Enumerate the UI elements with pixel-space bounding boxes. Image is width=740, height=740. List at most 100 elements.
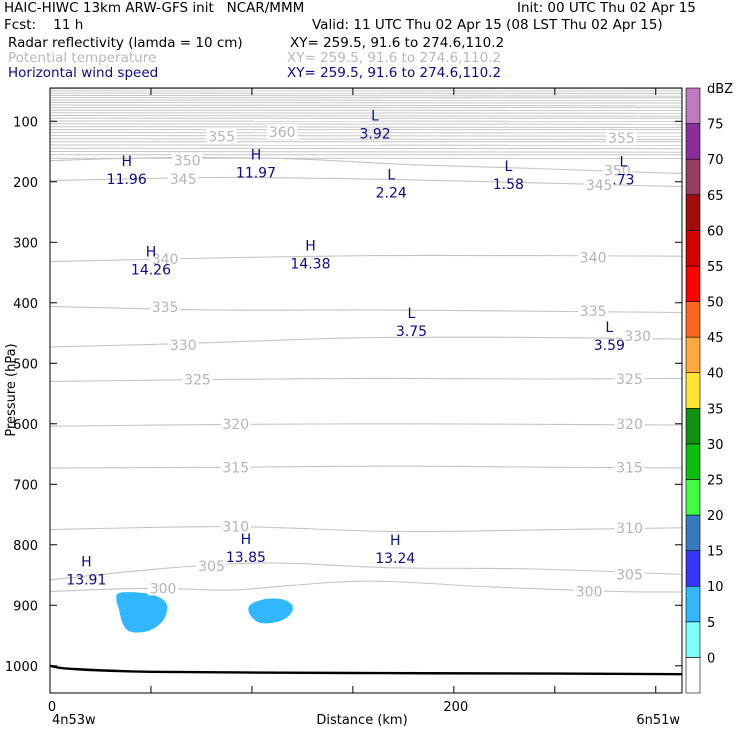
wind-extremum-value: .73 (612, 172, 634, 188)
theta-label: 315 (222, 460, 249, 476)
plot-header: HAIC-HIWC 13km ARW-GFS init NCAR/MMM Ini… (0, 0, 740, 84)
field-xy-theta: XY= 259.5, 91.6 to 274.6,110.2 (287, 50, 502, 66)
colorbar-swatch (685, 265, 701, 302)
theta-label: 335 (152, 300, 179, 316)
colorbar-swatch (685, 87, 701, 124)
theta-label: 330 (170, 338, 197, 354)
field-label-theta: Potential temperature (8, 50, 157, 66)
wind-extremum-value: 1.58 (493, 177, 524, 193)
theta-contour-345 (50, 176, 682, 188)
colorbar-level-label: 40 (707, 367, 724, 382)
field-label-wind: Horizontal wind speed (8, 65, 159, 81)
theta-label: 335 (580, 304, 607, 320)
theta-label-bg (614, 566, 645, 582)
theta-contour-315 (50, 465, 682, 469)
theta-label: 360 (269, 125, 296, 141)
theta-label: 355 (208, 129, 235, 145)
wind-extremum-l-marker: L (620, 154, 628, 170)
theta-label-bg (168, 337, 199, 353)
theta-label-bg (220, 415, 251, 431)
wind-extremum-value: 11.97 (236, 166, 276, 182)
theta-contour-upper (50, 104, 682, 107)
theta-label-bg (168, 170, 199, 186)
theta-label-bg (614, 459, 645, 475)
theta-label: 350 (604, 163, 631, 179)
theta-label-bg (614, 371, 645, 387)
wind-extremum-value: 2.24 (376, 186, 407, 202)
theta-label: 330 (624, 329, 651, 345)
theta-contour-305 (50, 562, 682, 581)
x-tick-label: 0 (48, 700, 56, 715)
colorbar-level-label: 60 (707, 224, 724, 239)
wind-extrema-layer: H 11.96 H 11.97 L 3.92 L 2.24 L 1.58 L .73 H 14.26 H 14… (66, 108, 634, 588)
y-tick-label: 900 (13, 599, 38, 614)
theta-label-bg (150, 251, 181, 267)
theta-label: 320 (616, 417, 643, 433)
plot-frame (49, 87, 683, 694)
theta-label-bg (172, 152, 203, 168)
wind-extremum-h-marker: H (241, 532, 252, 548)
theta-contour-upper (50, 147, 682, 150)
wind-extremum-l-marker: L (371, 108, 379, 124)
colorbar-level-label: 45 (707, 331, 724, 346)
wind-extremum-value: 13.24 (375, 551, 415, 567)
theta-label-bg (622, 328, 653, 344)
colorbar-level-label: 0 (707, 651, 715, 666)
wind-extremum-value: 14.38 (290, 256, 330, 272)
reflectivity-layer (116, 592, 293, 633)
colorbar-level-label: 15 (707, 545, 724, 560)
colorbar-swatch (685, 479, 701, 516)
wind-extremum-h-marker: H (305, 238, 316, 254)
y-tick-label: 1000 (5, 660, 38, 675)
theta-label-bg (602, 162, 633, 178)
theta-contour-310 (50, 526, 682, 533)
theta-label: 320 (222, 417, 249, 433)
theta-label-bg (206, 128, 237, 144)
wind-extremum-value: 11.96 (107, 172, 147, 188)
field-label-reflectivity: Radar reflectivity (lamda = 10 cm) (8, 35, 243, 51)
theta-label-bg (574, 583, 605, 599)
colorbar-swatch (685, 585, 701, 623)
colorbar-level-label: 30 (707, 438, 724, 453)
theta-label-bg (220, 459, 251, 475)
colorbar-level-label: 10 (707, 580, 724, 595)
theta-contour-upper (50, 115, 682, 117)
reflectivity-cell (116, 592, 168, 633)
theta-label: 315 (616, 460, 643, 476)
theta-label-bg (220, 518, 251, 534)
init-time: Init: 00 UTC Thu 02 Apr 15 (517, 0, 696, 16)
theta-label: 300 (150, 581, 177, 597)
colorbar-swatch (685, 336, 701, 374)
theta-label-bg (578, 303, 609, 319)
theta-contour-upper (50, 102, 682, 104)
theta-label-bg (578, 249, 609, 265)
theta-label: 310 (616, 521, 643, 537)
colorbar-title: dBZ (707, 82, 733, 97)
theta-contour-330 (50, 336, 682, 348)
theta-label-bg (606, 130, 637, 146)
theta-contour-upper (50, 123, 682, 125)
wind-extremum-l-marker: L (605, 320, 613, 336)
wind-extremum-value: 3.59 (594, 338, 625, 354)
theta-label: 340 (580, 250, 607, 266)
theta-label-bg (584, 176, 615, 192)
theta-label-bg (148, 580, 179, 596)
theta-label-bg (614, 519, 645, 535)
colorbar-swatch (685, 621, 701, 658)
colorbar-level-label: 50 (707, 296, 724, 311)
colorbar-level-label: 20 (707, 509, 724, 524)
y-tick-label: 100 (13, 115, 38, 130)
y-tick-label: 500 (13, 357, 38, 372)
theta-contour-upper (50, 112, 682, 114)
wind-extremum-h-marker: H (390, 533, 401, 549)
theta-label: 305 (198, 559, 225, 575)
theta-label: 355 (608, 131, 635, 147)
colorbar-swatch (685, 123, 701, 160)
colorbar-swatch (685, 407, 701, 445)
terrain-line (50, 664, 682, 676)
colorbar-level-label: 35 (707, 402, 724, 417)
wind-extremum-value: 3.92 (360, 126, 391, 142)
y-tick-label: 800 (13, 539, 38, 554)
